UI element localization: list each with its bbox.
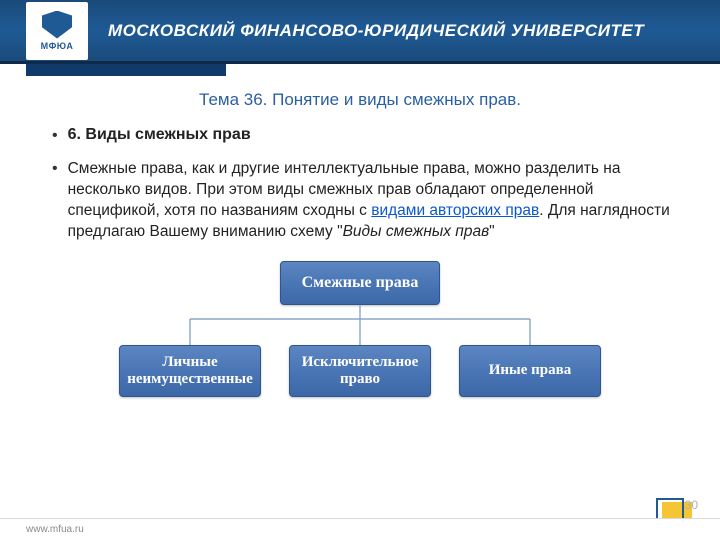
bullet-dot-icon: • xyxy=(52,159,58,178)
diagram-child-1: Исключительное право xyxy=(289,345,431,397)
page-number: 30 xyxy=(685,498,698,512)
link-author-rights[interactable]: видами авторских прав xyxy=(371,202,539,219)
body-suffix: " xyxy=(489,223,495,240)
footer-url: www.mfua.ru xyxy=(26,524,84,535)
logo: МФЮА xyxy=(26,2,88,60)
bullet-body-row: • Смежные права, как и другие интеллекту… xyxy=(50,159,670,243)
header-underbar xyxy=(26,64,226,76)
shield-icon xyxy=(42,11,72,39)
diagram-children: Личные неимущественные Исключительное пр… xyxy=(119,345,601,397)
bullet-heading-row: • 6. Виды смежных прав xyxy=(50,126,670,145)
diagram-root: Смежные права xyxy=(280,261,440,305)
logo-label: МФЮА xyxy=(41,41,74,51)
slide-title: Тема 36. Понятие и виды смежных прав. xyxy=(50,90,670,110)
bullet-dot-icon: • xyxy=(52,126,58,145)
slide-content: Тема 36. Понятие и виды смежных прав. • … xyxy=(0,76,720,397)
header: МФЮА МОСКОВСКИЙ ФИНАНСОВО-ЮРИДИЧЕСКИЙ УН… xyxy=(0,0,720,64)
bullet-body: Смежные права, как и другие интеллектуал… xyxy=(68,159,670,243)
diagram-child-0: Личные неимущественные xyxy=(119,345,261,397)
footer: www.mfua.ru xyxy=(0,518,720,540)
diagram-child-2: Иные права xyxy=(459,345,601,397)
bullet-heading: 6. Виды смежных прав xyxy=(68,126,251,144)
diagram: Смежные права Личные неимущественные Иск… xyxy=(50,261,670,397)
diagram-connectors xyxy=(50,305,670,345)
body-italic: Виды смежных прав xyxy=(343,223,490,240)
university-title: МОСКОВСКИЙ ФИНАНСОВО-ЮРИДИЧЕСКИЙ УНИВЕРС… xyxy=(108,21,644,41)
